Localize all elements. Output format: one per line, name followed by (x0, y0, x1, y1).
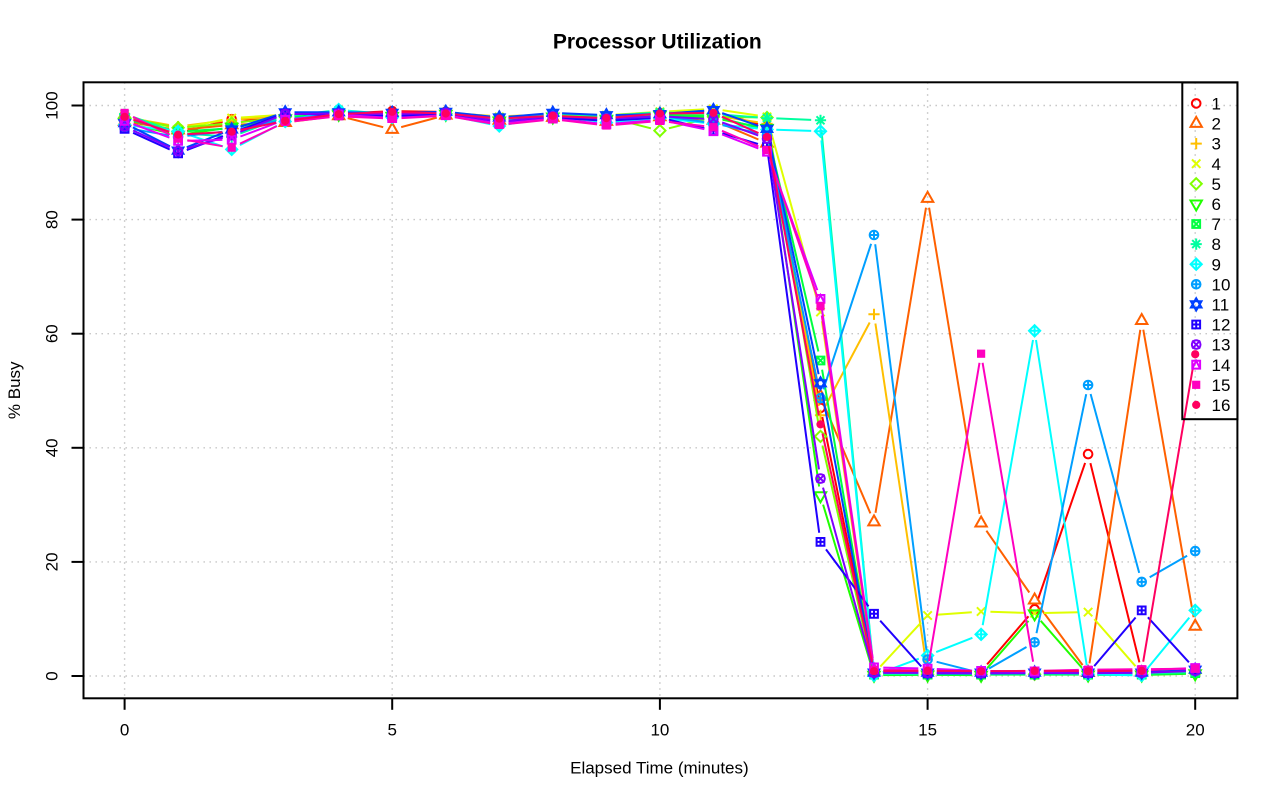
svg-text:7: 7 (1212, 215, 1221, 234)
svg-text:2: 2 (1212, 115, 1221, 134)
svg-text:0: 0 (43, 671, 62, 680)
svg-text:5: 5 (387, 721, 396, 740)
svg-text:5: 5 (1212, 175, 1221, 194)
svg-text:20: 20 (43, 552, 62, 571)
svg-text:14: 14 (1212, 356, 1231, 375)
svg-text:% Busy: % Busy (5, 361, 24, 419)
svg-text:15: 15 (918, 721, 937, 740)
svg-text:8: 8 (1212, 235, 1221, 254)
svg-text:1: 1 (1212, 95, 1221, 114)
svg-text:13: 13 (1212, 336, 1231, 355)
svg-text:100: 100 (43, 91, 62, 119)
svg-text:40: 40 (43, 438, 62, 457)
svg-text:60: 60 (43, 324, 62, 343)
svg-text:4: 4 (1212, 155, 1221, 174)
svg-text:11: 11 (1212, 296, 1230, 315)
svg-text:6: 6 (1212, 195, 1221, 214)
svg-text:9: 9 (1212, 255, 1221, 274)
svg-text:20: 20 (1186, 721, 1205, 740)
svg-text:15: 15 (1212, 376, 1231, 395)
svg-text:10: 10 (650, 721, 669, 740)
svg-text:80: 80 (43, 210, 62, 229)
svg-text:16: 16 (1212, 396, 1231, 415)
svg-text:10: 10 (1212, 275, 1231, 294)
svg-text:12: 12 (1212, 316, 1231, 335)
svg-text:0: 0 (120, 721, 129, 740)
svg-text:3: 3 (1212, 135, 1221, 154)
svg-text:Processor Utilization: Processor Utilization (553, 31, 762, 54)
svg-text:Elapsed Time (minutes): Elapsed Time (minutes) (570, 759, 749, 778)
